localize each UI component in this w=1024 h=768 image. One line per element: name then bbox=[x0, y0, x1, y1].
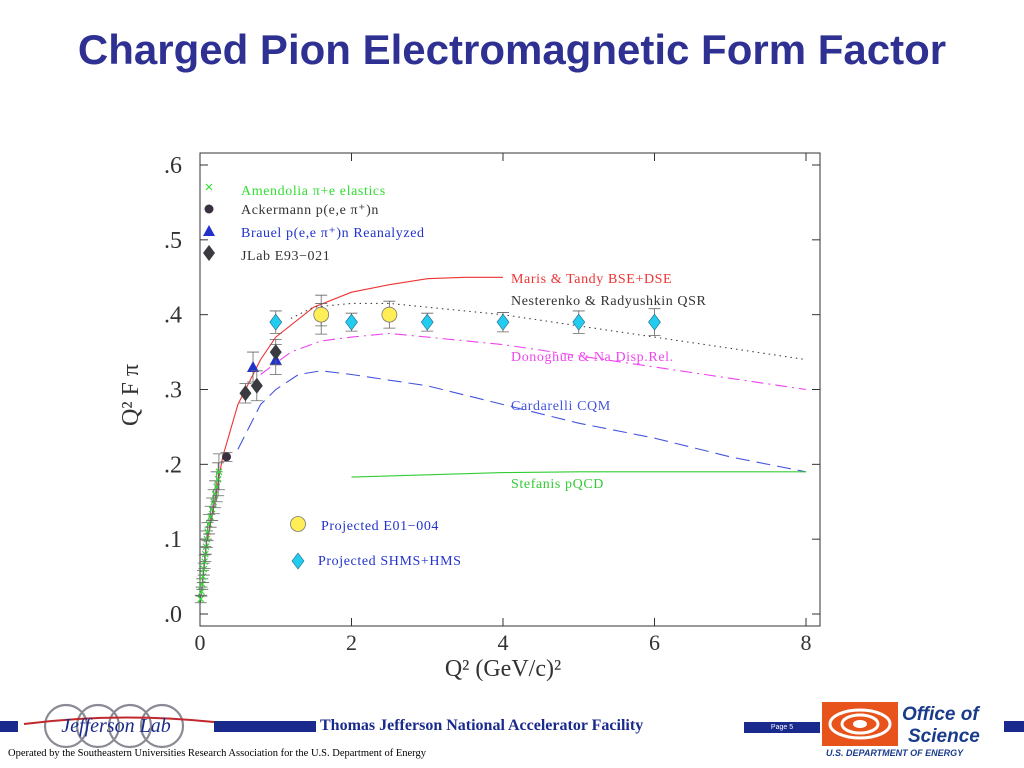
data-point-0-4 bbox=[200, 565, 208, 573]
data-point-3-1 bbox=[250, 377, 263, 394]
doe-line3: U.S. DEPARTMENT OF ENERGY bbox=[826, 748, 964, 758]
legend-label-7: Nesterenko & Radyushkin QSR bbox=[511, 294, 707, 309]
legend-label-5: Projected SHMS+HMS bbox=[318, 554, 462, 569]
data-point-5-4 bbox=[572, 313, 586, 331]
plot-frame bbox=[199, 152, 821, 627]
legend-marker-2 bbox=[203, 225, 215, 236]
page-number-badge: Page 5 bbox=[744, 722, 820, 733]
legend-label-3: JLab E93−021 bbox=[241, 249, 330, 264]
data-point-5-1 bbox=[345, 313, 358, 331]
facility-name: Thomas Jefferson National Accelerator Fa… bbox=[320, 717, 644, 734]
data-point-0-14 bbox=[211, 490, 219, 498]
x-tick-label: 2 bbox=[346, 630, 357, 655]
y-tick-label: .3 bbox=[164, 378, 182, 404]
legend-label-6: Maris & Tandy BSE+DSE bbox=[511, 272, 672, 287]
data-point-0-0 bbox=[197, 595, 205, 603]
legend-marker-5 bbox=[291, 552, 305, 570]
series-curve-0 bbox=[207, 276, 503, 540]
legend-label-1: Ackermann p(e,e π⁺)n bbox=[241, 203, 379, 218]
y-tick-label: .2 bbox=[164, 452, 182, 478]
y-tick-label: .0 bbox=[164, 602, 182, 628]
operated-by-text: Operated by the Southeastern Universitie… bbox=[8, 748, 426, 759]
data-point-5-0 bbox=[269, 313, 283, 331]
series-curve-4 bbox=[351, 471, 806, 478]
data-point-4-0 bbox=[313, 306, 330, 323]
x-tick-label: 6 bbox=[649, 630, 660, 655]
x-tick-label: 8 bbox=[801, 630, 812, 655]
series-curve-2 bbox=[260, 332, 807, 391]
series-curve-3 bbox=[237, 370, 807, 473]
data-point-1-0 bbox=[222, 452, 232, 462]
data-point-0-3 bbox=[199, 573, 207, 581]
data-point-5-3 bbox=[496, 313, 510, 331]
chart-area: 0 2 4 6 8 .0 .1 .2 .3 .4 .5 .6 Q² (GeV/c)² Q² F π Amen… bbox=[118, 152, 821, 682]
legend-label-4: Projected E01−004 bbox=[321, 519, 439, 534]
footer-bar-mid bbox=[214, 721, 316, 732]
y-tick-label: .5 bbox=[164, 228, 182, 254]
data-point-0-11 bbox=[207, 513, 215, 521]
y-tick-label: .4 bbox=[164, 303, 182, 329]
data-point-0-12 bbox=[208, 505, 216, 513]
data-point-3-2 bbox=[269, 344, 282, 361]
x-tick-label: 0 bbox=[195, 630, 206, 655]
doe-office-of-science-logo: Office of Science U.S. DEPARTMENT OF ENE… bbox=[822, 702, 980, 758]
lab-logo-text: Jefferson Lab bbox=[61, 715, 170, 737]
data-point-4-1 bbox=[381, 306, 398, 323]
doe-line2: Science bbox=[908, 726, 980, 747]
x-axis-label: Q² (GeV/c)² bbox=[445, 656, 561, 682]
data-point-5-5 bbox=[648, 313, 661, 331]
legend-label-2: Brauel p(e,e π⁺)n Reanalyzed bbox=[241, 226, 425, 241]
legend-label-8: Donoghue & Na Disp.Rel. bbox=[511, 350, 674, 365]
legend-marker-1 bbox=[204, 204, 214, 214]
data-point-0-2 bbox=[198, 580, 206, 588]
legend-label-0: Amendolia π+e elastics bbox=[241, 184, 386, 199]
data-point-3-0 bbox=[239, 385, 252, 402]
slide-title: Charged Pion Electromagnetic Form Factor bbox=[77, 26, 947, 73]
data-point-0-8 bbox=[203, 535, 211, 543]
doe-line1: Office of bbox=[902, 704, 980, 725]
legend-marker-4 bbox=[290, 516, 306, 532]
series-curve-1 bbox=[290, 302, 807, 361]
y-tick-label: .6 bbox=[164, 153, 182, 179]
legend-marker-0 bbox=[205, 183, 213, 191]
y-axis-label: Q² F π bbox=[118, 364, 144, 426]
footer-bar-left bbox=[0, 721, 18, 732]
data-point-0-7 bbox=[202, 543, 210, 551]
data-point-0-17 bbox=[215, 468, 223, 476]
footer-bar-right bbox=[1004, 721, 1024, 732]
legend-label-9: Cardarelli CQM bbox=[511, 399, 611, 414]
y-tick-label: .1 bbox=[164, 527, 182, 553]
legend-marker-3 bbox=[203, 245, 215, 261]
jefferson-lab-logo: Jefferson Lab bbox=[23, 703, 215, 749]
data-point-5-2 bbox=[420, 313, 434, 331]
data-point-2-0 bbox=[247, 361, 260, 373]
x-tick-label: 4 bbox=[498, 630, 509, 655]
legend-label-10: Stefanis pQCD bbox=[511, 477, 604, 492]
form-factor-chart: 0 2 4 6 8 .0 .1 .2 .3 .4 .5 .6 Q² (GeV/c)² Q² F π Amen… bbox=[118, 152, 821, 682]
data-point-0-10 bbox=[205, 520, 213, 528]
data-point-0-16 bbox=[214, 475, 222, 483]
